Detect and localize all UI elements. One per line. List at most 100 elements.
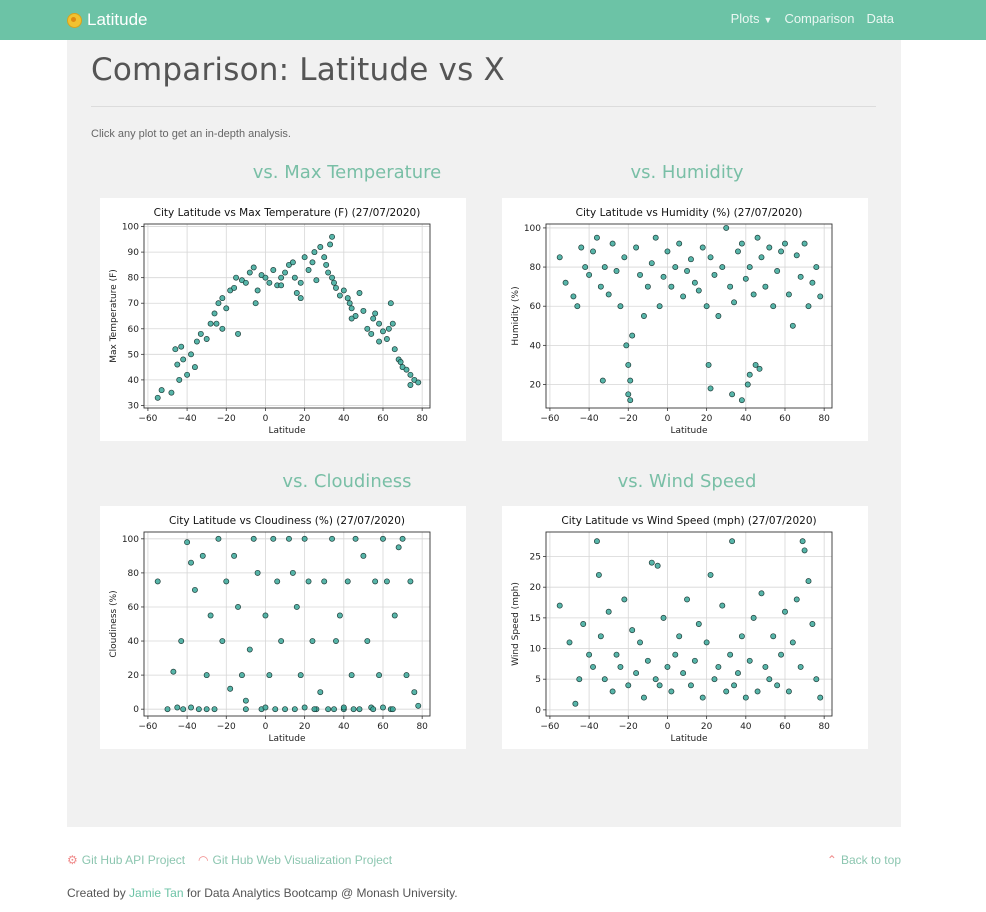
y-tick-label: 20	[128, 671, 140, 681]
data-point	[223, 305, 230, 312]
data-point	[223, 578, 230, 585]
data-point	[648, 260, 655, 267]
plot-card-humidity[interactable]: City Latitude vs Humidity (%) (27/07/202…	[502, 198, 868, 441]
data-point	[180, 356, 187, 363]
data-point	[376, 672, 383, 679]
data-point	[597, 283, 604, 290]
y-tick-label: 50	[128, 350, 140, 360]
x-tick-label: 80	[416, 414, 428, 424]
data-point	[621, 254, 628, 261]
data-point	[297, 672, 304, 679]
credits-line: Created by Jamie Tan for Data Analytics …	[67, 886, 458, 900]
data-point	[778, 651, 785, 658]
nav-plots-dropdown[interactable]: Plots ▼	[731, 11, 773, 26]
data-point	[333, 284, 339, 291]
data-point	[262, 704, 269, 711]
plot-card-cloudiness[interactable]: City Latitude vs Cloudiness (%) (27/07/2…	[100, 506, 466, 749]
data-point	[762, 663, 769, 670]
data-point	[778, 248, 785, 255]
data-point	[274, 578, 281, 585]
data-point	[158, 387, 165, 394]
data-point	[301, 254, 308, 261]
data-point	[293, 604, 300, 610]
data-point	[813, 264, 820, 271]
footer-api-project-label: Git Hub API Project	[81, 853, 186, 867]
x-tick-label: −40	[178, 414, 197, 424]
data-point	[644, 283, 651, 290]
x-tick-label: −20	[217, 414, 236, 424]
data-point	[817, 293, 824, 300]
data-point	[178, 343, 185, 350]
nav-data-link[interactable]: Data	[866, 11, 894, 26]
data-point	[738, 397, 745, 404]
y-tick-label: 40	[530, 341, 542, 351]
data-point	[333, 638, 339, 644]
x-tick-label: −60	[540, 414, 559, 424]
data-point	[336, 292, 343, 299]
data-point	[680, 670, 687, 677]
chart-temperature: City Latitude vs Max Temperature (F) (27…	[109, 207, 431, 436]
data-point	[238, 672, 245, 679]
x-tick-label: 20	[701, 414, 713, 424]
plot-card-wind-speed[interactable]: City Latitude vs Wind Speed (mph) (27/07…	[502, 506, 868, 749]
data-point	[609, 688, 616, 695]
brand-label: Latitude	[87, 10, 148, 29]
data-point	[648, 559, 655, 566]
data-point	[360, 307, 367, 314]
rainbow-icon: ◠	[198, 853, 209, 867]
data-point	[813, 676, 820, 683]
data-point	[380, 704, 386, 711]
x-tick-label: −60	[138, 414, 157, 424]
data-point	[621, 596, 628, 603]
data-point	[178, 638, 185, 644]
x-tick-label: 40	[740, 722, 752, 732]
data-point	[625, 391, 632, 398]
data-point	[735, 248, 741, 255]
data-point	[731, 299, 738, 306]
footer-webviz-project-link[interactable]: ◠ Git Hub Web Visualization Project	[198, 853, 392, 867]
data-point	[278, 638, 285, 644]
data-point	[184, 539, 191, 546]
data-point	[215, 535, 222, 542]
data-point	[691, 657, 698, 664]
data-point	[309, 259, 316, 266]
plot-card-temperature[interactable]: City Latitude vs Max Temperature (F) (27…	[100, 198, 466, 441]
author-link[interactable]: Jamie Tan	[129, 886, 184, 900]
footer-api-project-link[interactable]: ⚙ Git Hub API Project	[67, 853, 185, 867]
x-tick-label: 0	[665, 414, 671, 424]
data-point	[282, 269, 288, 276]
data-point	[233, 274, 240, 281]
data-point	[707, 571, 714, 578]
data-point	[387, 300, 394, 307]
data-point	[629, 627, 636, 634]
data-point	[660, 273, 667, 280]
data-point	[407, 578, 414, 585]
back-to-top-link[interactable]: ⌃ Back to top	[827, 853, 901, 867]
data-point	[652, 234, 659, 241]
data-point	[633, 670, 640, 677]
data-point	[301, 535, 308, 542]
section-heading-cloudiness: vs. Cloudiness	[282, 471, 412, 492]
nav-comparison-link[interactable]: Comparison	[784, 11, 855, 26]
data-point	[595, 571, 602, 578]
data-point	[782, 240, 788, 247]
data-point	[197, 330, 204, 337]
x-axis-label: Latitude	[268, 734, 306, 744]
x-tick-label: 20	[299, 722, 311, 732]
data-point	[188, 704, 194, 711]
x-tick-label: 60	[779, 414, 791, 424]
data-point	[793, 596, 800, 603]
credits-suffix: for Data Analytics Bootcamp @ Monash Uni…	[183, 886, 458, 900]
caret-down-icon: ▼	[763, 15, 773, 25]
data-point	[368, 330, 375, 337]
content-panel: Comparison: Latitude vs X Click any plot…	[67, 40, 901, 827]
data-point	[703, 303, 710, 310]
data-point	[252, 300, 259, 307]
data-point	[211, 706, 218, 713]
data-point	[711, 676, 718, 683]
brand-link[interactable]: Latitude	[67, 9, 148, 31]
y-tick-label: 70	[128, 299, 140, 309]
data-point	[191, 364, 198, 371]
data-point	[407, 371, 414, 378]
data-point	[317, 244, 324, 250]
